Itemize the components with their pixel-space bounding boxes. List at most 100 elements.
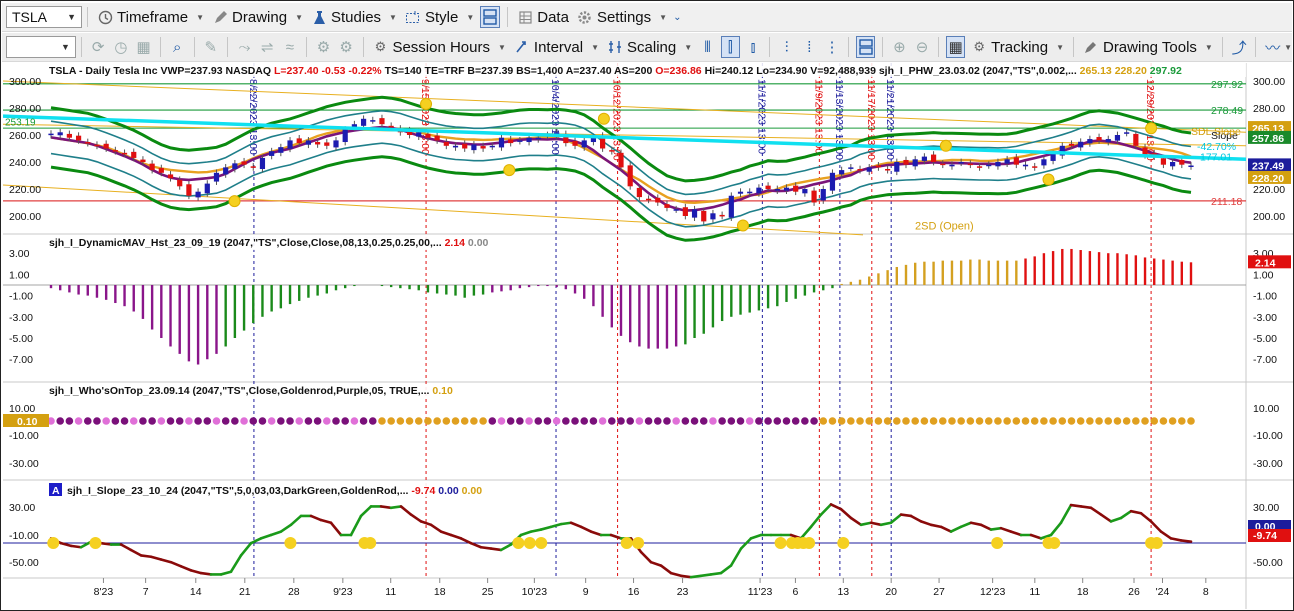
options-icon[interactable]: ⚙ bbox=[316, 39, 331, 56]
sync-chart-icon[interactable]: ⇌ bbox=[260, 39, 274, 56]
candle bbox=[1004, 159, 1010, 164]
interval-menu[interactable]: Interval ▼ bbox=[510, 35, 603, 59]
slope-header-part: 0.00 bbox=[459, 485, 483, 497]
price-header-part: O=236.86 bbox=[652, 65, 701, 77]
tracking-menu[interactable]: ⚙ Tracking ▼ bbox=[967, 35, 1068, 59]
header-backdrop bbox=[63, 483, 533, 497]
data-window-icon[interactable]: ▦ bbox=[946, 36, 966, 58]
find-icon[interactable]: ⌕ bbox=[173, 38, 182, 56]
price-tick-left: 220.00 bbox=[9, 184, 41, 196]
ohlc-icon[interactable]: ⫶ bbox=[784, 38, 789, 56]
link-chart-icon[interactable]: ⤳ bbox=[238, 38, 251, 56]
panes-icon[interactable] bbox=[856, 36, 876, 58]
level-label: 211.18 bbox=[1211, 196, 1242, 208]
slope-line bbox=[399, 505, 413, 516]
slope-line bbox=[569, 521, 583, 529]
window-layout-button[interactable] bbox=[480, 6, 501, 28]
grid-icon[interactable]: ▦ bbox=[136, 39, 151, 56]
chart-area[interactable]: 8/22/2023 13:00 9/15/2023 13:00 10/4/2023 … bbox=[3, 63, 1293, 609]
candle bbox=[278, 147, 284, 153]
candle bbox=[645, 198, 652, 201]
zoom-in-icon[interactable]: ⊕ bbox=[893, 39, 906, 56]
slope-line bbox=[579, 525, 593, 533]
chart-analysis-icon[interactable]: 〰 bbox=[1265, 39, 1281, 57]
hlc-icon[interactable]: ⁞ bbox=[807, 38, 812, 56]
slope-line bbox=[1109, 516, 1123, 523]
refresh-icon[interactable]: ⟳ bbox=[91, 39, 105, 56]
studies-menu[interactable]: Studies ▼ bbox=[307, 5, 401, 29]
candle bbox=[315, 142, 321, 145]
timeframe-menu[interactable]: Timeframe ▼ bbox=[93, 5, 208, 29]
draw-icon[interactable]: ✎ bbox=[204, 39, 218, 56]
slope-line bbox=[1139, 511, 1153, 523]
slope-line bbox=[989, 526, 1003, 531]
tracking-icon: ⚙ bbox=[973, 39, 985, 54]
chart-toolbar: ▼ ⟳ ◷ ▦ ⌕ ✎ ⤳ ⇌ ≈ ⚙ ⚙ ⚙ Session Hours ▼ … bbox=[2, 33, 1292, 62]
candle bbox=[66, 133, 72, 138]
who-dot bbox=[258, 417, 267, 425]
who-dot bbox=[341, 417, 349, 425]
scaling-menu[interactable]: Scaling ▼ bbox=[603, 35, 696, 59]
who-dot bbox=[1095, 417, 1103, 425]
mav-tick-left: -1.00 bbox=[9, 291, 33, 303]
who-tag bbox=[3, 414, 49, 427]
slope-tick-left: -10.00 bbox=[9, 530, 39, 542]
price-tick-right: 300.00 bbox=[1253, 76, 1285, 88]
candle bbox=[351, 124, 357, 128]
interval-combo[interactable]: ▼ bbox=[6, 36, 76, 58]
price-header-part: Hi=240.12 Lo=234.90 V=92,488,939 sjh_I_P… bbox=[702, 65, 1077, 77]
price-tick-left: 200.00 bbox=[9, 211, 41, 223]
candle bbox=[425, 133, 431, 138]
price-tick-left: 300.00 bbox=[9, 76, 41, 88]
chevron-down-icon: ▼ bbox=[61, 42, 70, 52]
slope-marker bbox=[535, 537, 548, 549]
slope-line bbox=[669, 571, 683, 578]
lower-band-line bbox=[50, 155, 1192, 242]
candlestick-icon[interactable]: ⫿ bbox=[720, 36, 740, 58]
who-dot bbox=[994, 417, 1002, 425]
who-dot bbox=[1132, 417, 1140, 425]
slope-line bbox=[389, 505, 403, 510]
candle bbox=[691, 209, 698, 218]
who-dot bbox=[304, 417, 313, 425]
candle bbox=[1087, 139, 1093, 144]
candle bbox=[94, 144, 100, 147]
history-icon[interactable]: ◷ bbox=[114, 39, 128, 56]
who-tick-right: -10.00 bbox=[1253, 430, 1283, 442]
bar-chart-icon[interactable]: ⫴ bbox=[704, 38, 711, 56]
symbol-settings-icon[interactable]: ⚙ bbox=[339, 39, 353, 56]
compare-chart-icon[interactable]: ≈ bbox=[285, 38, 294, 56]
slope-badge-label: A bbox=[52, 485, 60, 497]
toolbar-overflow-icon[interactable]: ⌄ bbox=[673, 11, 682, 23]
price-tag bbox=[1248, 121, 1291, 135]
symbol-combo[interactable]: TSLA ▼ bbox=[6, 6, 82, 28]
slope-tick-left: -50.00 bbox=[9, 557, 39, 569]
who-dot bbox=[745, 417, 754, 425]
candle bbox=[443, 142, 449, 146]
drawing-menu[interactable]: Drawing ▼ bbox=[208, 5, 307, 29]
who-dot bbox=[874, 417, 883, 425]
dot-chart-icon[interactable]: ⋮ bbox=[824, 39, 840, 56]
data-menu[interactable]: Data bbox=[513, 5, 573, 29]
pivot-dot bbox=[736, 219, 749, 232]
price-tick-left: 240.00 bbox=[9, 157, 41, 169]
style-menu[interactable]: Style ▼ bbox=[401, 5, 478, 29]
slope-line bbox=[129, 548, 143, 557]
who-dot bbox=[1178, 417, 1186, 425]
trendline-icon[interactable]: ⤴ bbox=[1231, 39, 1247, 57]
zoom-out-icon[interactable]: ⊖ bbox=[915, 39, 929, 56]
who-dot bbox=[231, 417, 239, 425]
slope-tick-left: 30.00 bbox=[9, 502, 35, 514]
drawing-tools-menu[interactable]: Drawing Tools ▼ bbox=[1079, 35, 1217, 59]
price-annotation: 253.19 bbox=[5, 118, 36, 129]
settings-menu[interactable]: Settings ▼ bbox=[573, 5, 671, 29]
candle bbox=[976, 166, 983, 168]
slope-line bbox=[99, 541, 113, 546]
hollow-candle-icon[interactable]: ⫾ bbox=[750, 38, 756, 56]
slope-line bbox=[419, 520, 433, 527]
session-hours-menu[interactable]: ⚙ Session Hours ▼ bbox=[368, 35, 509, 59]
mav-tag bbox=[1248, 255, 1291, 269]
slope-header: sjh_I_Slope_23_10_24 (2047,"TS",5,0,03,0… bbox=[67, 485, 482, 497]
x-tick-label: 23 bbox=[677, 586, 689, 598]
chart-svg[interactable]: 8/22/2023 13:00 9/15/2023 13:00 10/4/2023 … bbox=[3, 63, 1293, 609]
